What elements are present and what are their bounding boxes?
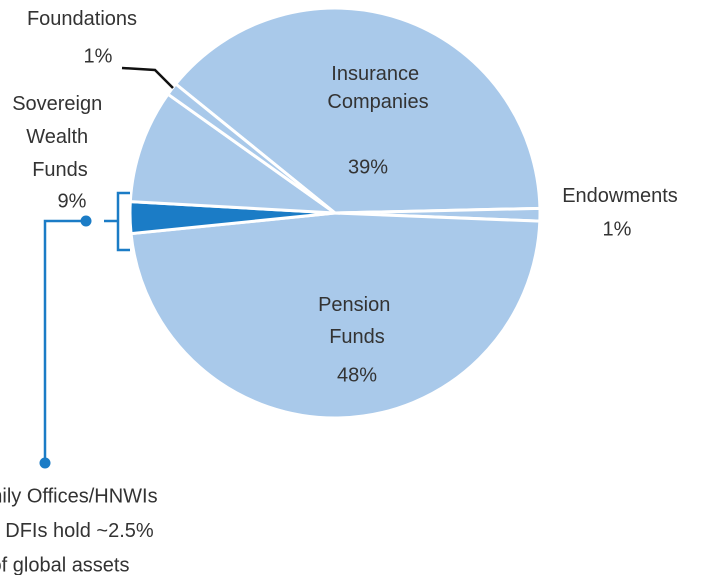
value-label: 48% [337,364,377,386]
label-line: Funds [329,326,385,348]
label-line: Wealth [26,126,93,148]
slice-label: Endowments [562,185,678,207]
label-line: Endowments [562,185,678,207]
label-line: Pension [318,294,396,316]
callout-dot [39,457,51,469]
pie-slice [173,6,542,215]
slice-label: Pension Funds [318,294,396,348]
bracket [104,191,130,252]
value-label: 1% [603,218,632,240]
pie-slice [165,81,336,215]
annotation: and DFIs hold ~2.5% [0,520,154,542]
label-line: Funds [32,159,88,181]
value-label: 9% [58,190,87,212]
annotation: of global assets [0,554,129,575]
pie [128,6,542,420]
pie-slice [128,92,341,215]
slice-label: Foundations [27,8,137,30]
pie-slice [129,211,542,420]
label-line: Foundations [27,8,137,30]
annotation: Family Offices/HNWIs [0,485,158,507]
slice-label: Sovereign Wealth Funds [12,93,108,181]
slice-label: Insurance Companies [327,63,428,113]
callout-dot [80,215,92,227]
label-line: Insurance [331,63,424,85]
label-line: Companies [327,91,428,113]
value-label: 1% [84,45,113,67]
value-label: 39% [348,156,388,178]
callout-line [43,219,86,463]
leader-line [121,66,174,89]
label-line: Sovereign [12,93,108,115]
